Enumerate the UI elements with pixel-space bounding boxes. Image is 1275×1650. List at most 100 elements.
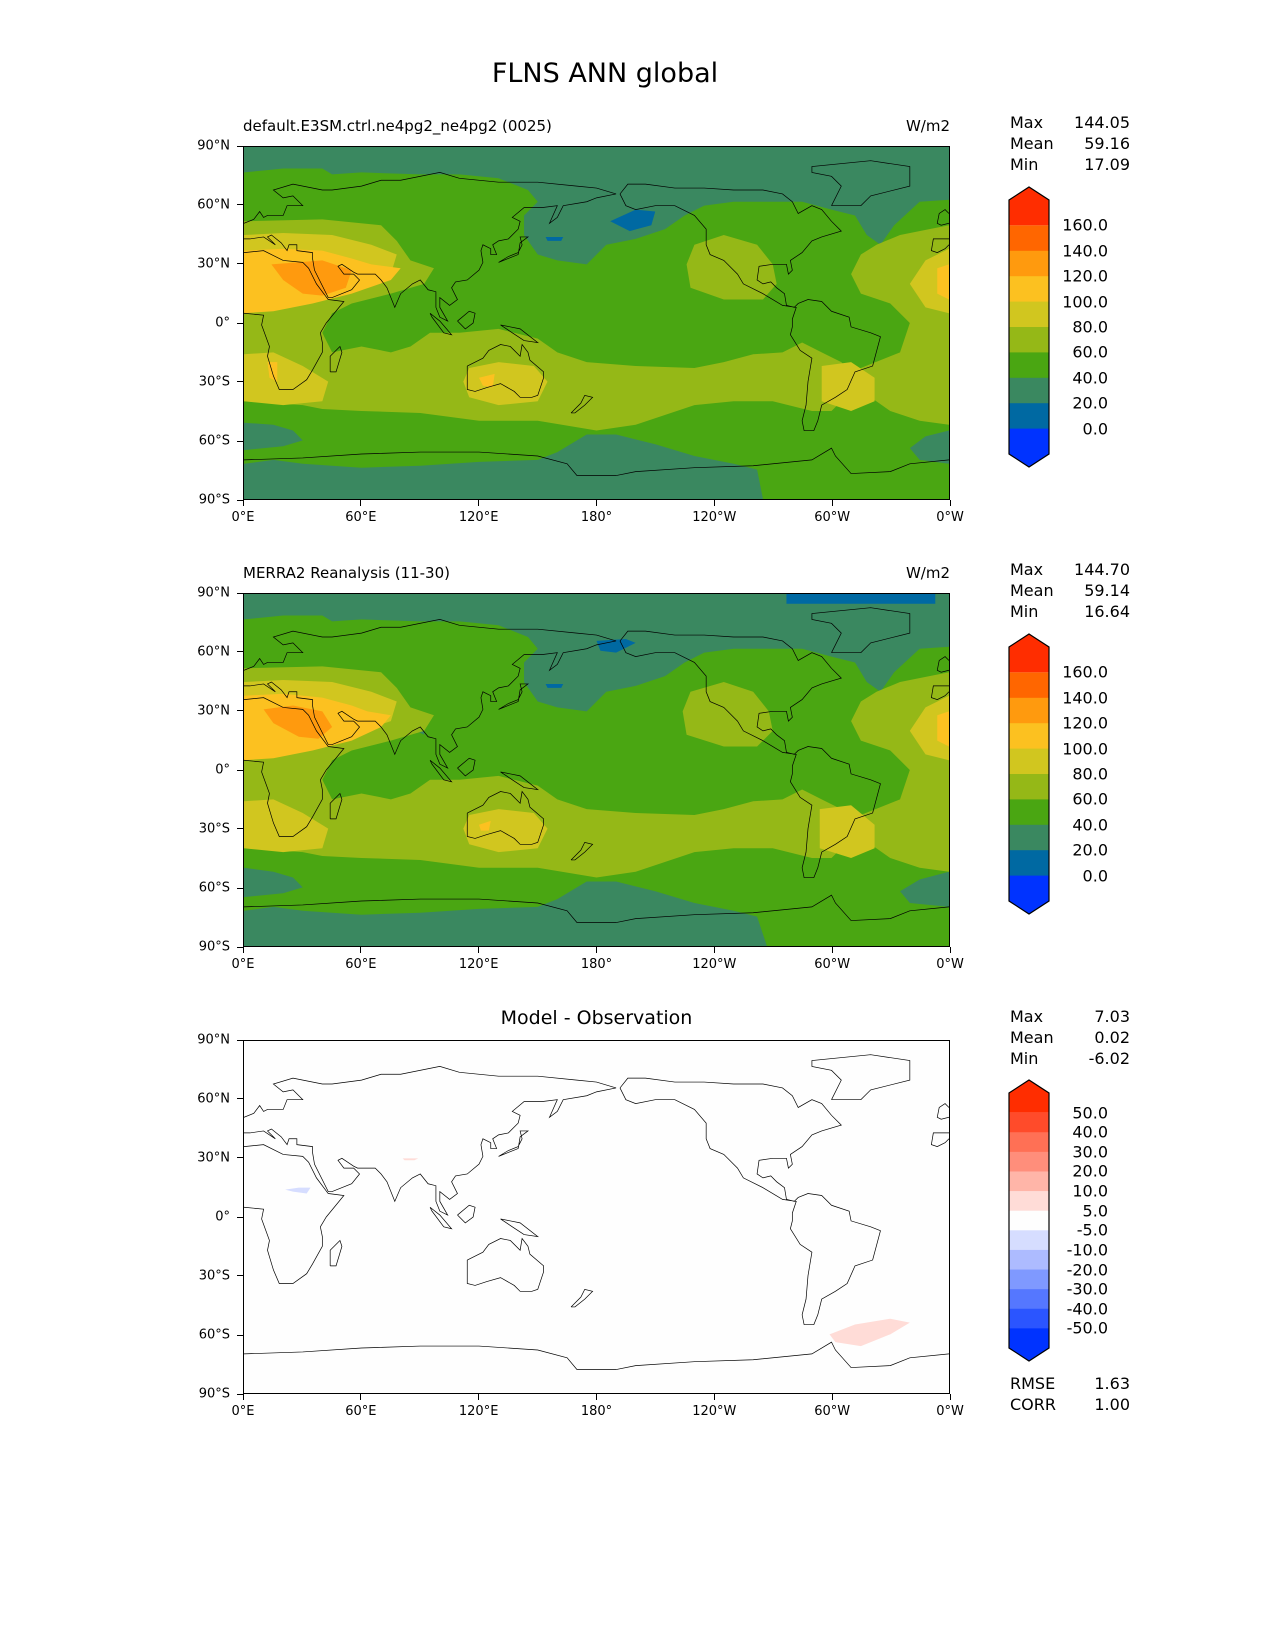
lat-tick-mark [237,440,243,442]
lat-tick-label: 60°N [197,1091,230,1107]
lon-tick-label: 60°W [814,957,851,972]
contour-region [244,147,949,265]
stat-value: 17.09 [1084,155,1130,174]
colorbar-segment [1009,403,1049,430]
lat-tick-label: 90°S [198,1386,230,1402]
colorbar-segment [1009,1151,1049,1172]
coastline [330,793,342,818]
stat-value: 16.64 [1084,602,1130,621]
contour-region [596,638,636,653]
coastline [620,631,880,877]
coastline [620,1078,880,1324]
map-plot [243,1040,950,1394]
colorbar-segment [1009,875,1049,914]
lon-tick-label: 120°E [458,1404,499,1419]
lon-tick-label: 120°W [692,957,737,972]
coastline [812,608,910,653]
panel-units: W/m2 [905,564,950,582]
model-colorbar: 160.0 140.0 120.0 100.0 80.0 60.0 40.0 20.0 0.0 [1008,186,1118,468]
colorbar-tick-label: 160.0 [1062,662,1108,682]
contour-region [244,422,303,451]
colorbar-tick-label: 20.0 [1072,840,1108,860]
lon-tick-mark [596,500,597,506]
stat-label: Max [1010,113,1044,132]
diff-stats: Max 7.03 Mean 0.02 Min -6.02 [1010,1006,1130,1069]
coastline [467,792,543,845]
colorbar-segment [1009,723,1049,750]
colorbar-segment [1009,327,1049,353]
lat-tick-mark [237,1157,243,1159]
stat-label: CORR [1010,1395,1056,1414]
colorbar-tick-label: 100.0 [1062,292,1108,312]
lat-tick-mark [237,381,243,383]
colorbar-segment [1009,1289,1049,1310]
colorbar-tick-label: 120.0 [1062,266,1108,286]
contour-region [545,236,564,241]
colorbar-outline [1008,1079,1050,1362]
colorbar-segment [1009,1080,1049,1113]
stat-value: 1.63 [1094,1374,1130,1393]
stat-label: Min [1010,1049,1039,1068]
lat-tick-mark [237,499,243,501]
coastline [457,311,475,329]
lon-tick-mark [360,500,362,506]
coastline [244,1145,344,1284]
colorbar-tick-label: 160.0 [1062,215,1108,235]
colorbar-tick-label: -40.0 [1066,1299,1108,1319]
lon-tick-mark [831,500,833,506]
contour-region [244,799,329,853]
lon-tick-label: 0°W [936,957,964,972]
lat-tick-label: 30°S [198,374,230,390]
colorbar-outline [1008,633,1050,915]
stat-label: Mean [1010,134,1054,153]
coastline [937,1104,949,1120]
colorbar-segment [1009,352,1049,379]
colorbar-segment [1009,850,1049,877]
lat-tick-label: 30°N [197,256,230,272]
contour-region [244,434,763,499]
colorbar-segment [1009,1328,1049,1361]
contour-region [909,248,949,314]
lon-tick-label: 0°E [231,510,255,525]
contour-region [271,260,352,296]
contour-region [463,809,548,853]
colorbar-tick-label: 80.0 [1072,317,1108,337]
model-map-panel: default.E3SM.ctrl.ne4pg2_ne4pg2 (0025) W… [197,117,964,525]
obs-stats: Max 144.70 Mean 59.14 Min 16.64 [1010,559,1130,622]
lon-tick-mark [478,500,480,506]
contour-region [786,594,936,604]
contour-region [900,871,949,907]
lon-tick-mark [831,947,833,953]
colorbar-segment [1009,799,1049,826]
stat-label: Max [1010,1007,1044,1026]
colorbar-segment [1009,377,1049,404]
contour-region [829,1318,910,1347]
lat-tick-mark [237,263,243,265]
colorbar-segment [1009,301,1049,328]
panel-title: Model - Observation [500,1007,693,1029]
lon-tick-label: 180° [580,957,613,972]
colorbar-segment [1009,1191,1049,1212]
lat-tick-label: 90°N [197,1032,230,1048]
lon-tick-label: 60°W [814,1404,851,1419]
lat-tick-mark [237,769,243,771]
coastline [501,772,538,790]
lat-tick-label: 0° [215,762,230,778]
contour-region [402,1158,419,1161]
lon-tick-label: 0°E [231,957,255,972]
stat-label: Max [1010,560,1044,579]
contour-region [285,1187,311,1194]
lat-tick-mark [237,1275,243,1277]
lat-tick-mark [237,1334,243,1336]
colorbar-segment [1009,1308,1049,1329]
coastline [430,760,452,782]
stat-label: Min [1010,155,1039,174]
lon-tick-mark [242,500,244,506]
colorbar-segment [1009,1171,1049,1192]
colorbar-tick-label: -5.0 [1076,1220,1108,1240]
colorbar-segment [1009,1249,1049,1271]
colorbar-graphic [1008,633,1050,915]
lon-tick-mark [949,500,951,506]
lat-tick-label: 60°S [198,880,230,896]
lat-tick-label: 60°S [198,1327,230,1343]
